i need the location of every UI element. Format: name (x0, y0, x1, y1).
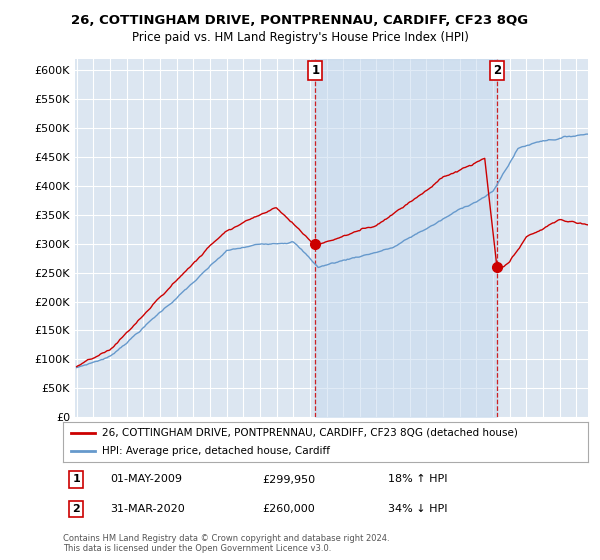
Text: 2: 2 (72, 504, 80, 514)
Text: 26, COTTINGHAM DRIVE, PONTPRENNAU, CARDIFF, CF23 8QG: 26, COTTINGHAM DRIVE, PONTPRENNAU, CARDI… (71, 14, 529, 27)
Text: Contains HM Land Registry data © Crown copyright and database right 2024.
This d: Contains HM Land Registry data © Crown c… (63, 534, 389, 553)
Text: 26, COTTINGHAM DRIVE, PONTPRENNAU, CARDIFF, CF23 8QG (detached house): 26, COTTINGHAM DRIVE, PONTPRENNAU, CARDI… (103, 428, 518, 437)
Text: 1: 1 (311, 64, 319, 77)
Text: 31-MAR-2020: 31-MAR-2020 (110, 504, 185, 514)
Text: 34% ↓ HPI: 34% ↓ HPI (389, 504, 448, 514)
Text: HPI: Average price, detached house, Cardiff: HPI: Average price, detached house, Card… (103, 446, 331, 456)
Text: £260,000: £260,000 (263, 504, 315, 514)
Text: 1: 1 (72, 474, 80, 484)
Text: 01-MAY-2009: 01-MAY-2009 (110, 474, 182, 484)
Text: Price paid vs. HM Land Registry's House Price Index (HPI): Price paid vs. HM Land Registry's House … (131, 31, 469, 44)
Text: 18% ↑ HPI: 18% ↑ HPI (389, 474, 448, 484)
Text: 2: 2 (493, 64, 501, 77)
Text: £299,950: £299,950 (263, 474, 316, 484)
